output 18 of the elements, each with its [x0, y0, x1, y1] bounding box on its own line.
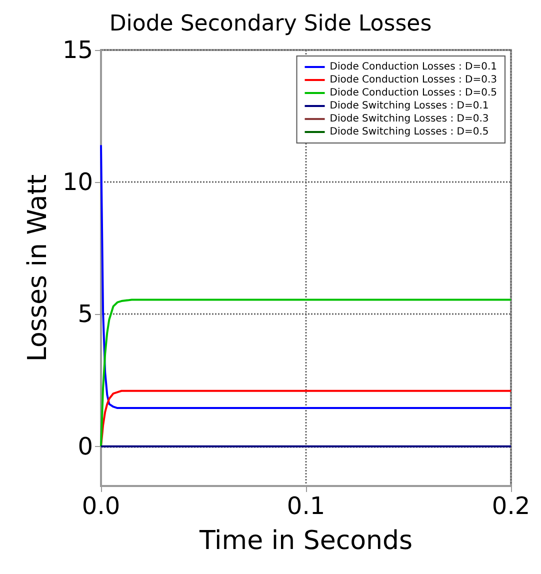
legend-label: Diode Conduction Losses : D=0.1: [330, 62, 498, 72]
x-tick-label: 0.1: [286, 492, 326, 520]
line-series: [100, 298, 512, 448]
y-tick-label: 15: [62, 36, 93, 64]
y-tick-label: 0: [78, 432, 93, 460]
legend-label: Diode Conduction Losses : D=0.5: [330, 88, 498, 98]
y-tick-label: 5: [78, 300, 93, 328]
y-tick-label: 10: [62, 168, 93, 196]
y-axis-title: Losses in Watt: [23, 174, 53, 362]
legend-label: Diode Switching Losses : D=0.5: [330, 126, 489, 138]
x-axis-title: Time in Seconds: [198, 526, 413, 556]
x-tick-label: 0.2: [492, 492, 530, 520]
legend-label: Diode Switching Losses : D=0.1: [330, 100, 489, 112]
legend-label: Diode Switching Losses : D=0.3: [330, 114, 489, 124]
legend-label: Diode Conduction Losses : D=0.3: [330, 74, 498, 86]
line-series: [100, 144, 512, 410]
x-tick-label: 0.0: [82, 492, 120, 520]
chart-title: Diode Secondary Side Losses: [109, 12, 432, 36]
